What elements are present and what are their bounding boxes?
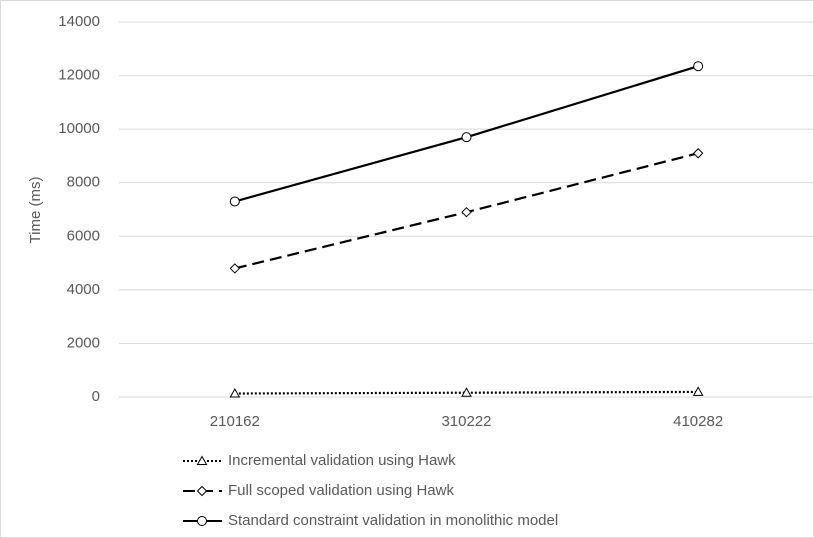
x-tick-label: 210162 bbox=[210, 413, 260, 430]
marker bbox=[461, 387, 472, 397]
marker bbox=[197, 516, 207, 526]
legend-label: Standard constraint validation in monoli… bbox=[228, 512, 558, 529]
y-tick-label: 4000 bbox=[67, 281, 100, 298]
marker bbox=[229, 196, 240, 207]
legend-label: Full scoped validation using Hawk bbox=[228, 482, 454, 499]
y-tick-label: 0 bbox=[92, 388, 100, 405]
y-tick-label: 12000 bbox=[58, 67, 100, 84]
legend-label: Incremental validation using Hawk bbox=[228, 452, 456, 469]
y-tick-label: 8000 bbox=[67, 174, 100, 191]
marker bbox=[461, 132, 472, 143]
marker bbox=[196, 485, 208, 497]
y-axis-label: Time (ms) bbox=[27, 177, 44, 244]
marker bbox=[229, 263, 241, 274]
marker bbox=[692, 386, 704, 396]
x-tick-label: 310222 bbox=[441, 413, 491, 430]
marker bbox=[461, 206, 472, 218]
marker bbox=[692, 148, 704, 159]
marker bbox=[229, 387, 241, 398]
marker bbox=[196, 455, 208, 465]
series-line bbox=[234, 390, 699, 395]
y-tick-label: 2000 bbox=[67, 334, 100, 351]
x-tick-label: 410282 bbox=[673, 413, 723, 430]
y-tick-label: 14000 bbox=[58, 13, 100, 30]
y-tick-label: 10000 bbox=[58, 120, 100, 137]
marker bbox=[693, 61, 704, 72]
y-tick-label: 6000 bbox=[67, 227, 100, 244]
